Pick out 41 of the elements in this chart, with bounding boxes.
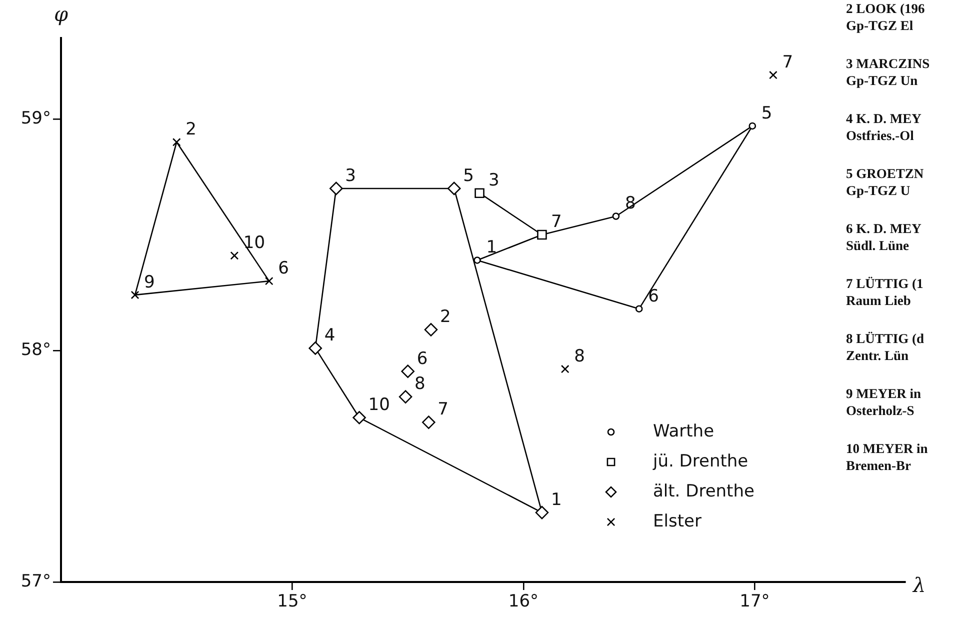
- annotation: 10: [368, 395, 390, 416]
- legend-label: ält. Drenthe: [653, 481, 754, 502]
- legend-label: Elster: [653, 511, 702, 532]
- x-tick-label: 16°: [508, 592, 539, 612]
- x-axis-title: λ: [912, 573, 926, 598]
- annotation: 7 LÜTTIG (1 Raum Lieb: [846, 275, 924, 309]
- annotation: 7: [550, 212, 562, 232]
- annotation: 9 MEYER in Osterholz-S: [846, 385, 922, 419]
- annotation: 5 GROETZN Gp-TGZ U: [846, 165, 925, 199]
- annotation: 9: [144, 272, 155, 292]
- legend-label: Warthe: [653, 421, 714, 442]
- annotation: 3: [488, 170, 500, 191]
- annotation: 10 MEYER in Bremen-Br: [846, 440, 929, 474]
- annotation: 2: [440, 307, 451, 328]
- y-axis-title: φ: [54, 2, 68, 26]
- annotation: 1: [486, 238, 498, 258]
- annotation: 5: [463, 166, 474, 186]
- annotation: 3 MARCZINS Gp-TGZ Un: [846, 55, 931, 89]
- annotation: 7: [782, 52, 794, 72]
- annotation: 1: [550, 490, 562, 510]
- legend-label: jü. Drenthe: [652, 451, 748, 472]
- annotation: 5: [761, 103, 772, 124]
- annotation: 10: [243, 233, 266, 254]
- annotation: 3: [345, 166, 356, 186]
- y-tick-label: 58°: [20, 340, 51, 360]
- text: 2 LOOK (196 Gp-TGZ El: [846, 0, 926, 34]
- annotation: 8: [574, 346, 585, 366]
- annotation: 8: [414, 374, 426, 394]
- annotation: 6 K. D. MEY Südl. Lüne: [846, 220, 922, 254]
- annotation: 8 LÜTTIG (d Zentr. Lün: [846, 330, 926, 364]
- annotation: 6: [278, 258, 289, 278]
- annotation: 6: [648, 286, 659, 306]
- annotation: 4: [324, 326, 336, 346]
- annotation: 6: [416, 348, 428, 369]
- x-tick-label: 15°: [277, 592, 308, 612]
- y-tick-label: 59°: [20, 108, 51, 128]
- y-tick-label: 57°: [20, 571, 51, 592]
- x-tick-label: 17°: [740, 592, 770, 612]
- annotation: 4 K. D. MEY Ostfries.-Ol: [846, 110, 922, 144]
- annotation: 7: [438, 400, 448, 420]
- annotation: 2: [186, 120, 196, 140]
